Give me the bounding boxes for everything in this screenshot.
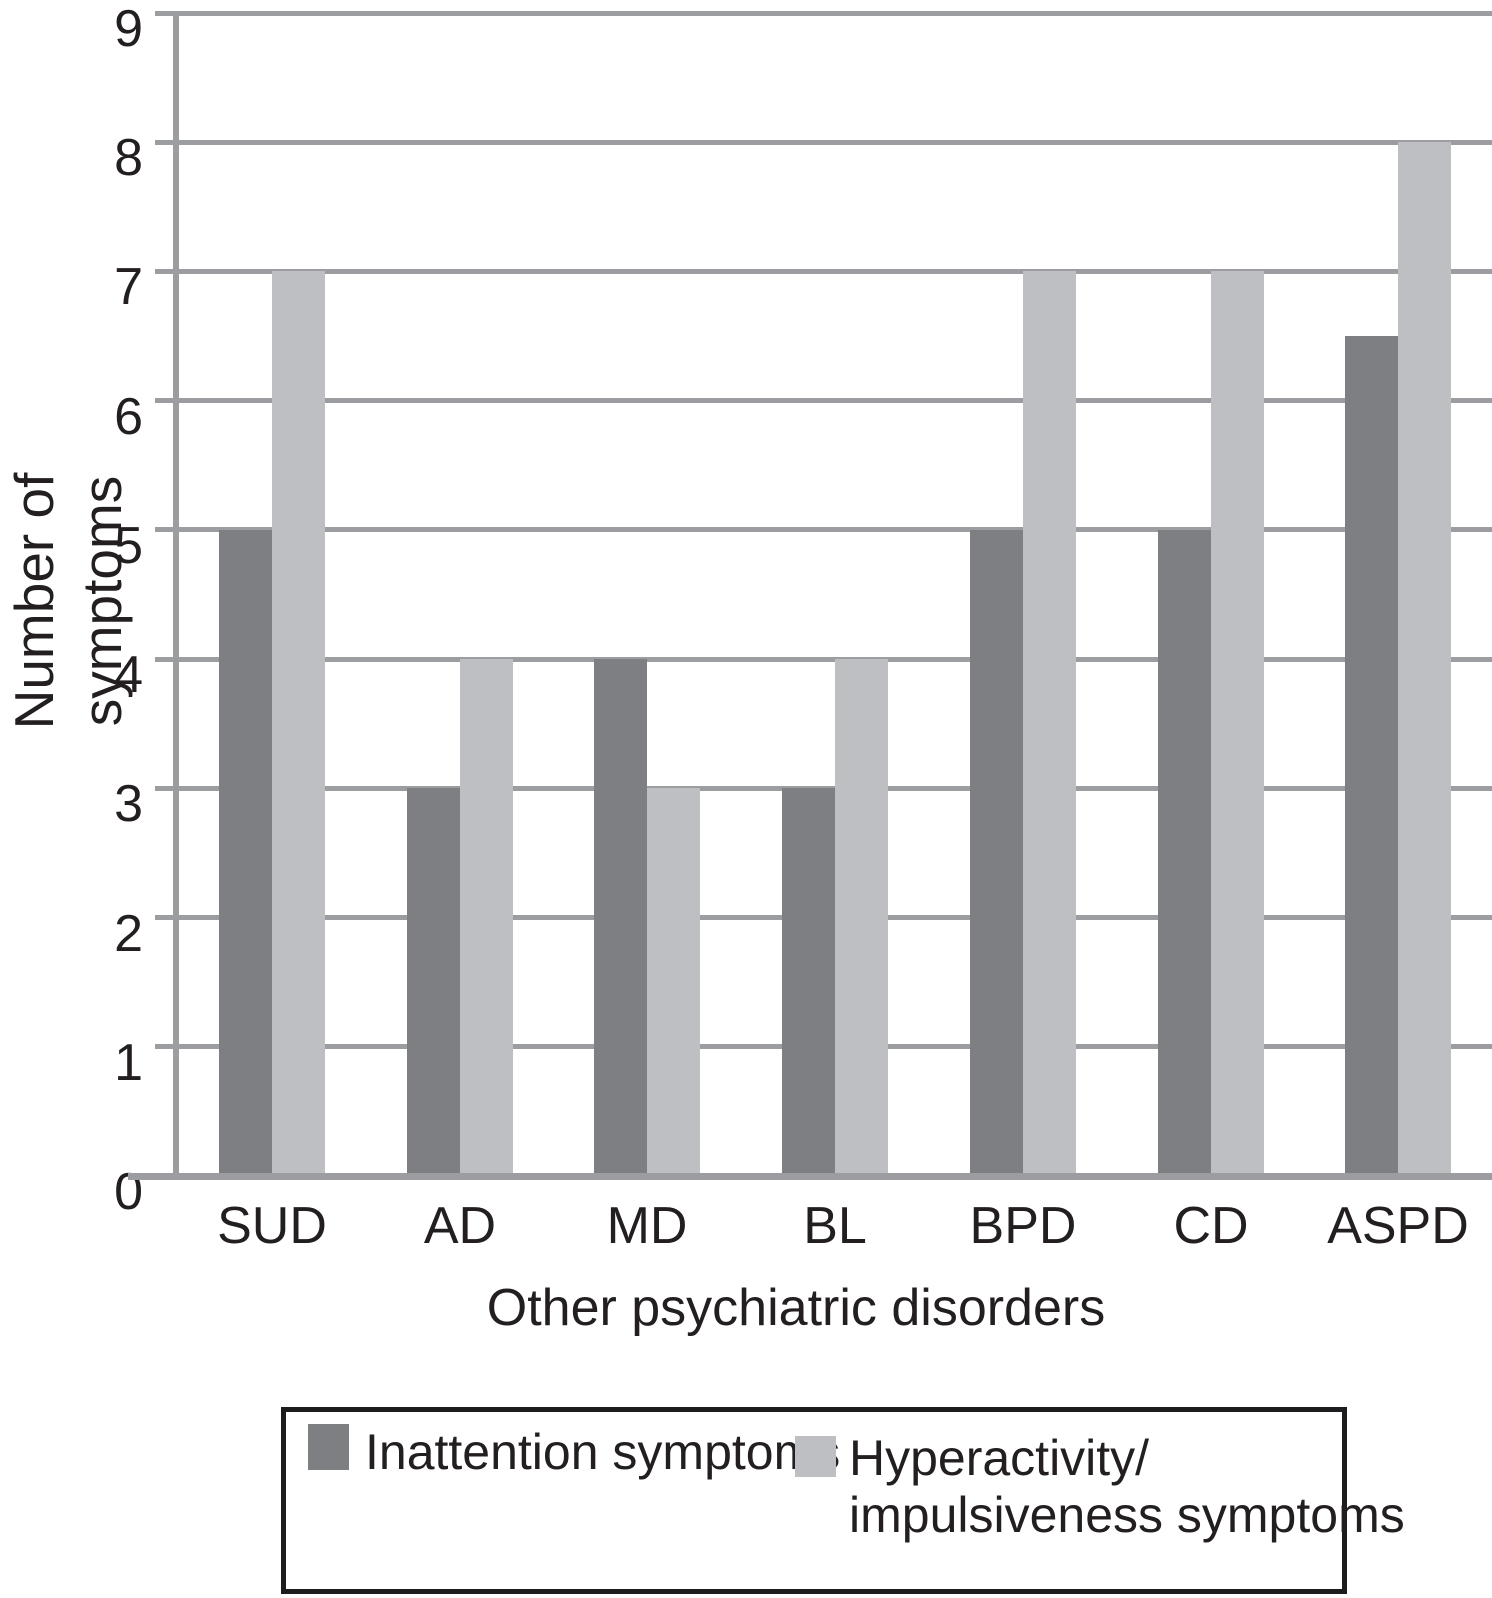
gridline-9 xyxy=(155,10,1492,16)
x-tick-label-cd: CD xyxy=(1173,1197,1249,1255)
x-axis-baseline xyxy=(128,1172,1492,1180)
y-tick-label-7: 7 xyxy=(114,258,143,317)
x-tick-label-aspd: ASPD xyxy=(1327,1197,1469,1255)
gridline-6 xyxy=(155,398,1492,404)
legend: Inattention symptoms Hyperactivity/ impu… xyxy=(281,1407,1405,1594)
legend-label-hyperactivity-line2: impulsiveness symptoms xyxy=(849,1487,1405,1543)
y-tick-label-8: 8 xyxy=(114,129,143,188)
x-tick-label-bpd: BPD xyxy=(969,1197,1077,1255)
gridline-4 xyxy=(155,656,1492,662)
y-tick-label-6: 6 xyxy=(114,387,143,446)
y-tick-label-3: 3 xyxy=(114,775,143,834)
bar-md-hyperactivity xyxy=(647,788,700,1176)
bar-bpd-inattention-symptoms xyxy=(970,529,1023,1176)
y-tick-label-9: 9 xyxy=(114,0,143,58)
legend-swatch-hyperactivity xyxy=(795,1436,836,1477)
bar-aspd-hyperactivity xyxy=(1398,142,1451,1176)
bar-sud-inattention-symptoms xyxy=(219,529,272,1176)
x-axis-title: Other psychiatric disorders xyxy=(486,1279,1106,1337)
x-tick-label-ad: AD xyxy=(423,1197,497,1255)
legend-label-hyperactivity: Hyperactivity/ impulsiveness symptoms xyxy=(849,1430,1405,1544)
gridline-5 xyxy=(155,527,1492,533)
y-tick-label-4: 4 xyxy=(114,646,143,705)
y-tick-label-0: 0 xyxy=(114,1163,143,1221)
x-tick-label-md: MD xyxy=(606,1197,688,1255)
bar-ad-inattention-symptoms xyxy=(407,788,460,1176)
x-tick-label-bl: BL xyxy=(803,1197,867,1255)
bar-cd-inattention-symptoms xyxy=(1158,529,1211,1176)
y-tick-label-2: 2 xyxy=(114,904,143,963)
bar-aspd-inattention-symptoms xyxy=(1345,336,1398,1176)
bar-bl-inattention-symptoms xyxy=(782,788,835,1176)
legend-label-hyperactivity-line1: Hyperactivity/ xyxy=(849,1430,1150,1486)
bar-sud-hyperactivity xyxy=(272,271,325,1176)
y-axis-line xyxy=(173,13,179,1178)
bar-bl-hyperactivity xyxy=(835,659,888,1176)
legend-swatch-inattention xyxy=(308,1424,349,1470)
bar-bpd-hyperactivity xyxy=(1023,271,1076,1176)
bar-ad-hyperactivity xyxy=(460,659,513,1176)
y-tick-label-1: 1 xyxy=(114,1033,143,1092)
gridline-7 xyxy=(155,268,1492,274)
x-tick-label-sud: SUD xyxy=(217,1197,327,1255)
legend-label-inattention: Inattention symptoms xyxy=(365,1424,841,1480)
legend-entry-inattention: Inattention symptoms xyxy=(308,1424,840,1481)
bar-cd-hyperactivity xyxy=(1211,271,1264,1176)
y-tick-label-5: 5 xyxy=(114,516,143,575)
gridline-8 xyxy=(155,139,1492,145)
legend-entry-hyperactivity: Hyperactivity/ impulsiveness symptoms xyxy=(795,1430,1405,1544)
bar-md-inattention-symptoms xyxy=(594,659,647,1176)
